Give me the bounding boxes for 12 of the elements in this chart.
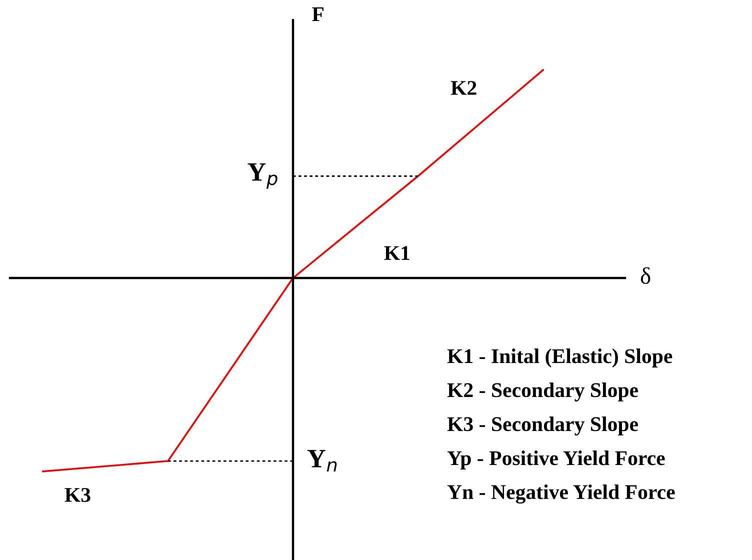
- annotation: K1 - Inital (Elastic) Slope: [447, 348, 672, 368]
- text: Yn - Negative Yield Force: [447, 484, 675, 504]
- annotation: Yp - Positive Yield Force: [447, 450, 665, 470]
- x-axis-title: δ: [640, 267, 650, 284]
- y-axis-title: F: [312, 7, 324, 22]
- annotation: Y$_{n}$: [307, 450, 337, 472]
- text: K3: [64, 488, 90, 502]
- annotation: K2 - Secondary Slope: [447, 382, 638, 402]
- annotation: K2: [450, 80, 476, 95]
- annotation: K3 - Secondary Slope: [447, 416, 638, 436]
- annotation: Y$_{p}$: [248, 163, 278, 189]
- annotation: K1: [384, 246, 410, 260]
